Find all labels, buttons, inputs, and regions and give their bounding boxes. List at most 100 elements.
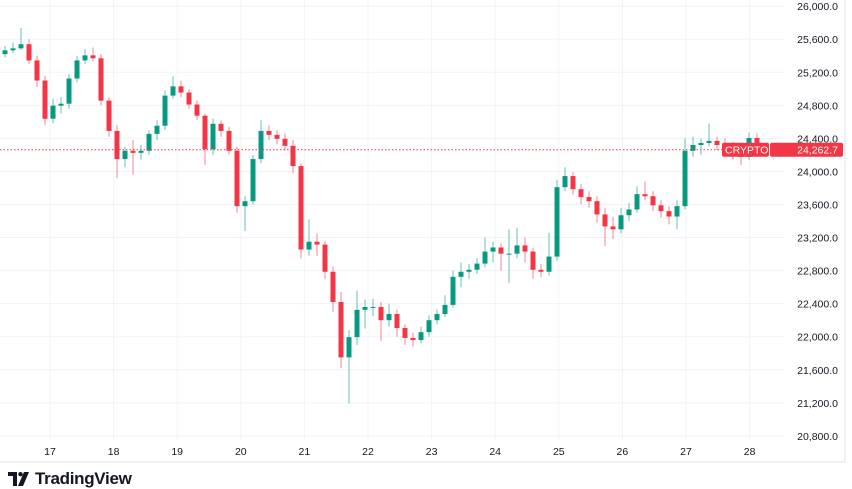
candle xyxy=(170,76,176,99)
candle-body xyxy=(178,86,184,93)
candle xyxy=(2,45,8,58)
candle xyxy=(610,216,616,240)
candle xyxy=(706,123,712,147)
candle xyxy=(266,125,272,141)
candle xyxy=(426,315,432,337)
candle xyxy=(298,163,304,259)
candle-body xyxy=(170,86,176,96)
candle xyxy=(338,292,344,369)
candle-body xyxy=(482,251,488,264)
candle xyxy=(538,264,544,278)
candle-body xyxy=(602,214,608,227)
time-axis[interactable]: 17 18 19 20 21 22 23 24 25 26 27 28 xyxy=(44,446,755,458)
candle-body xyxy=(370,306,376,308)
candle-body xyxy=(26,44,32,61)
x-tick-label: 17 xyxy=(44,446,56,458)
candle xyxy=(98,54,104,106)
last-price-label: 24,262.7 xyxy=(797,145,838,157)
candle-body xyxy=(130,150,136,153)
candle xyxy=(578,183,584,205)
candle xyxy=(26,39,32,65)
candle-body xyxy=(714,140,720,146)
candle xyxy=(186,88,192,109)
candle xyxy=(594,196,600,223)
candle-body xyxy=(338,302,344,358)
candle-body xyxy=(226,130,232,151)
candle xyxy=(458,262,464,288)
candle xyxy=(506,229,512,284)
candle xyxy=(122,146,128,168)
candle-body xyxy=(274,134,280,139)
x-tick-label: 18 xyxy=(108,446,120,458)
candle-body xyxy=(154,125,160,134)
candle-body xyxy=(258,130,264,160)
candle-body xyxy=(586,197,592,202)
candle-body xyxy=(674,206,680,217)
candle-body xyxy=(626,209,632,216)
candle-body xyxy=(266,130,272,135)
candle xyxy=(282,133,288,151)
x-tick-label: 23 xyxy=(426,446,438,458)
y-tick-label: 23,200.0 xyxy=(797,233,838,245)
x-tick-label: 25 xyxy=(553,446,565,458)
candle xyxy=(698,138,704,155)
candle-body xyxy=(354,309,360,338)
grid xyxy=(0,0,846,463)
candle-body xyxy=(314,241,320,245)
y-tick-label: 22,800.0 xyxy=(797,266,838,278)
candle-body xyxy=(698,142,704,146)
candle-body xyxy=(2,50,8,55)
candle xyxy=(546,232,552,276)
candle xyxy=(570,172,576,195)
candle xyxy=(202,113,208,165)
candle xyxy=(178,80,184,98)
y-tick-label: 24,000.0 xyxy=(797,166,838,178)
candle xyxy=(154,120,160,141)
candle xyxy=(322,240,328,279)
candle-body xyxy=(562,176,568,188)
candle xyxy=(386,303,392,327)
candle xyxy=(378,302,384,341)
candle xyxy=(34,55,40,88)
tradingview-logo[interactable]: TradingView xyxy=(8,469,132,489)
candle-body xyxy=(490,247,496,252)
candle-body xyxy=(98,58,104,101)
candle-body xyxy=(394,313,400,329)
x-tick-label: 28 xyxy=(744,446,756,458)
y-tick-label: 25,600.0 xyxy=(797,34,838,46)
x-tick-label: 26 xyxy=(617,446,629,458)
candle xyxy=(618,207,624,234)
candle xyxy=(82,49,88,65)
candle-body xyxy=(90,55,96,59)
candle-body xyxy=(202,115,208,150)
candle xyxy=(714,136,720,150)
candle xyxy=(362,299,368,329)
candle xyxy=(42,75,48,126)
candle-body xyxy=(330,271,336,303)
y-tick-label: 21,600.0 xyxy=(797,365,838,377)
candle-body xyxy=(322,244,328,272)
candle xyxy=(690,136,696,157)
x-tick-label: 20 xyxy=(235,446,247,458)
candle xyxy=(138,145,144,160)
candle-body xyxy=(362,306,368,310)
candle xyxy=(626,202,632,222)
price-axis[interactable]: 20,800.0 21,200.0 21,600.0 22,000.0 22,400.0… xyxy=(797,1,838,443)
candle xyxy=(50,98,56,124)
candles xyxy=(2,28,760,404)
candle-body xyxy=(530,251,536,270)
candle xyxy=(650,191,656,212)
candle xyxy=(394,309,400,337)
candle xyxy=(586,191,592,208)
y-tick-label: 24,800.0 xyxy=(797,100,838,112)
candle-body xyxy=(666,211,672,217)
candle xyxy=(674,200,680,230)
candle-body xyxy=(18,44,24,49)
x-tick-label: 24 xyxy=(489,446,501,458)
candle xyxy=(218,120,224,137)
candle xyxy=(530,247,536,279)
candle-body xyxy=(554,187,560,257)
candle xyxy=(554,179,560,261)
candle-body xyxy=(386,313,392,321)
